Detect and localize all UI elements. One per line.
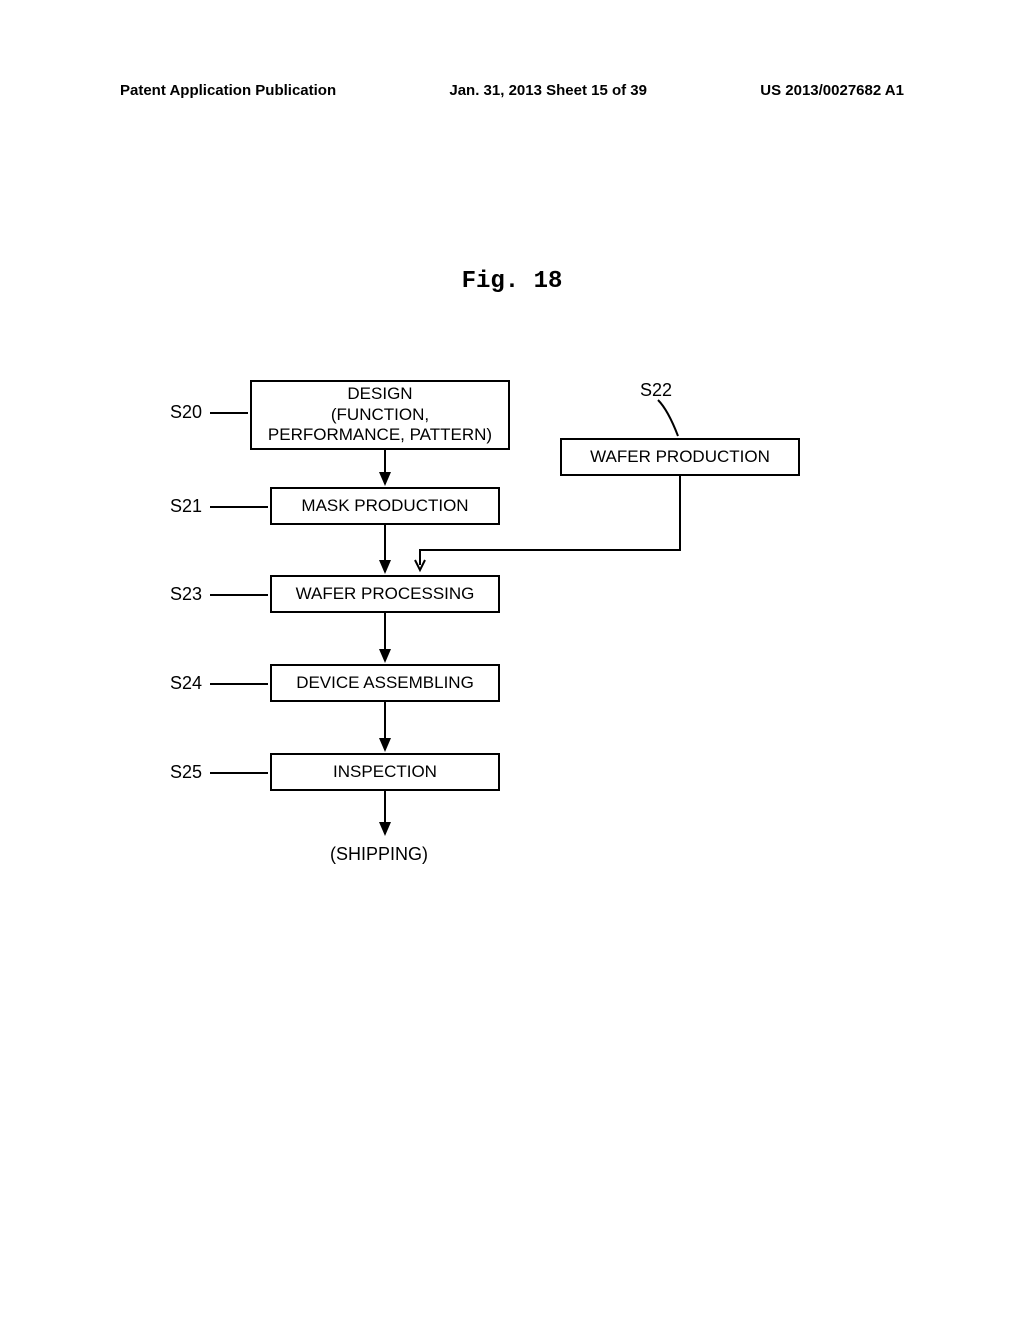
shipping-label: (SHIPPING) [330,844,428,865]
box-design-line1: DESIGN [347,384,412,404]
box-inspection: INSPECTION [270,753,500,791]
label-s24: S24 [170,673,202,694]
page-header: Patent Application Publication Jan. 31, … [0,82,1024,99]
figure-title: Fig. 18 [0,268,1024,295]
flowchart-connectors [0,370,1024,970]
box-device-assembling: DEVICE ASSEMBLING [270,664,500,702]
header-left: Patent Application Publication [120,82,336,99]
box-mask-production: MASK PRODUCTION [270,487,500,525]
box-design: DESIGN (FUNCTION, PERFORMANCE, PATTERN) [250,380,510,450]
label-s22: S22 [640,380,672,401]
label-s20: S20 [170,402,202,423]
label-s23: S23 [170,584,202,605]
box-wafer-production: WAFER PRODUCTION [560,438,800,476]
header-center: Jan. 31, 2013 Sheet 15 of 39 [449,82,647,99]
box-wafer-processing: WAFER PROCESSING [270,575,500,613]
flowchart: DESIGN (FUNCTION, PERFORMANCE, PATTERN) … [0,370,1024,970]
header-right: US 2013/0027682 A1 [760,82,904,99]
box-design-line3: PERFORMANCE, PATTERN) [268,425,492,445]
label-s25: S25 [170,762,202,783]
label-s21: S21 [170,496,202,517]
box-design-line2: (FUNCTION, [331,405,429,425]
